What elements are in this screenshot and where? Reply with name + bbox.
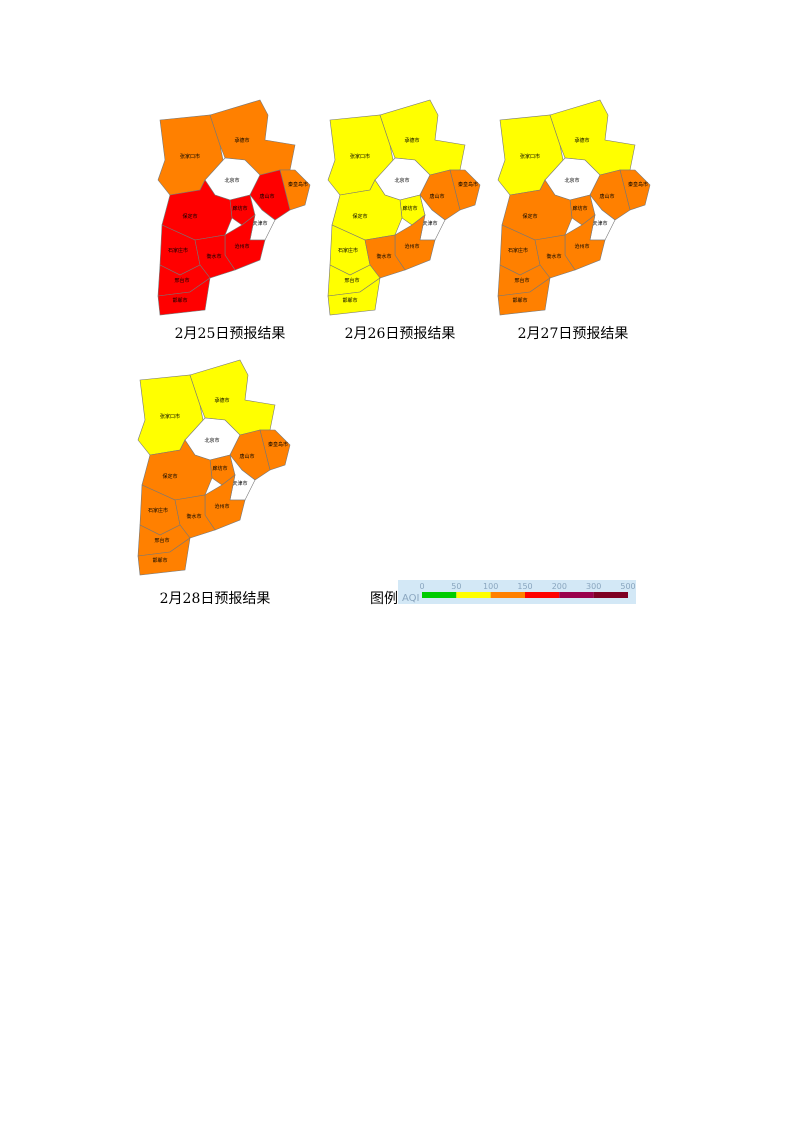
region-label: 沧州市: [214, 503, 229, 510]
legend-break: 100: [483, 582, 498, 591]
region-label: 衡水市: [546, 253, 561, 260]
legend-break: 200: [552, 582, 567, 591]
legend-break: 300: [586, 582, 601, 591]
legend-break: 0: [419, 582, 424, 591]
region-label: 秦皇岛市: [458, 181, 478, 188]
region-label: 石家庄市: [508, 247, 528, 254]
region-label: 邢台市: [514, 277, 529, 284]
region: [327, 277, 381, 316]
region: [157, 277, 211, 316]
region-label: 张家口市: [520, 153, 540, 160]
region-label: 衡水市: [206, 253, 221, 260]
region-label: 唐山市: [239, 453, 254, 460]
legend-break: 50: [451, 582, 461, 591]
region-label: 衡水市: [376, 253, 391, 260]
legend-swatch: [559, 592, 594, 598]
region-label: 沧州市: [404, 243, 419, 250]
region-label: 邯郸市: [172, 297, 187, 304]
region-label: 张家口市: [160, 413, 180, 420]
region-label: 承德市: [234, 137, 249, 144]
region-label: 天津市: [232, 480, 247, 487]
region-label: 邯郸市: [512, 297, 527, 304]
legend-title: 图例: [370, 591, 398, 607]
region-label: 廊坊市: [572, 205, 587, 212]
legend-label: AQI: [402, 593, 420, 604]
region-label: 沧州市: [234, 243, 249, 250]
region-label: 唐山市: [259, 193, 274, 200]
region-label: 北京市: [564, 177, 579, 184]
map-caption: 2月27日预报结果: [518, 326, 629, 342]
region-label: 秦皇岛市: [268, 441, 288, 448]
region-label: 邯郸市: [342, 297, 357, 304]
region-label: 保定市: [352, 213, 367, 220]
region-label: 天津市: [422, 220, 437, 227]
map-caption: 2月26日预报结果: [345, 326, 456, 342]
legend-swatch: [456, 592, 491, 598]
region-label: 唐山市: [599, 193, 614, 200]
region-label: 石家庄市: [168, 247, 188, 254]
region-label: 邢台市: [344, 277, 359, 284]
region: [137, 537, 191, 576]
region-label: 保定市: [182, 213, 197, 220]
region-label: 石家庄市: [148, 507, 168, 514]
legend-break: 150: [517, 582, 532, 591]
region-label: 邢台市: [174, 277, 189, 284]
region-label: 北京市: [394, 177, 409, 184]
region-label: 衡水市: [186, 513, 201, 520]
region-label: 张家口市: [180, 153, 200, 160]
map-caption: 2月25日预报结果: [175, 326, 286, 342]
legend-break: 500: [620, 582, 635, 591]
region-label: 石家庄市: [338, 247, 358, 254]
region-label: 保定市: [162, 473, 177, 480]
region-label: 廊坊市: [402, 205, 417, 212]
region-label: 秦皇岛市: [628, 181, 648, 188]
region-label: 北京市: [224, 177, 239, 184]
legend-swatch: [422, 592, 457, 598]
legend-swatch: [525, 592, 560, 598]
region-label: 天津市: [252, 220, 267, 227]
region-label: 唐山市: [429, 193, 444, 200]
region-label: 承德市: [404, 137, 419, 144]
region-label: 秦皇岛市: [288, 181, 308, 188]
region: [497, 277, 551, 316]
region-label: 廊坊市: [232, 205, 247, 212]
region-label: 邢台市: [154, 537, 169, 544]
region-label: 沧州市: [574, 243, 589, 250]
legend-swatch: [490, 592, 525, 598]
region-label: 廊坊市: [212, 465, 227, 472]
region-label: 北京市: [204, 437, 219, 444]
region-label: 张家口市: [350, 153, 370, 160]
region-label: 天津市: [592, 220, 607, 227]
region-label: 承德市: [214, 397, 229, 404]
legend-swatch: [593, 592, 628, 598]
region-label: 保定市: [522, 213, 537, 220]
region-label: 邯郸市: [152, 557, 167, 564]
map-caption: 2月28日预报结果: [160, 591, 271, 607]
region-label: 承德市: [574, 137, 589, 144]
